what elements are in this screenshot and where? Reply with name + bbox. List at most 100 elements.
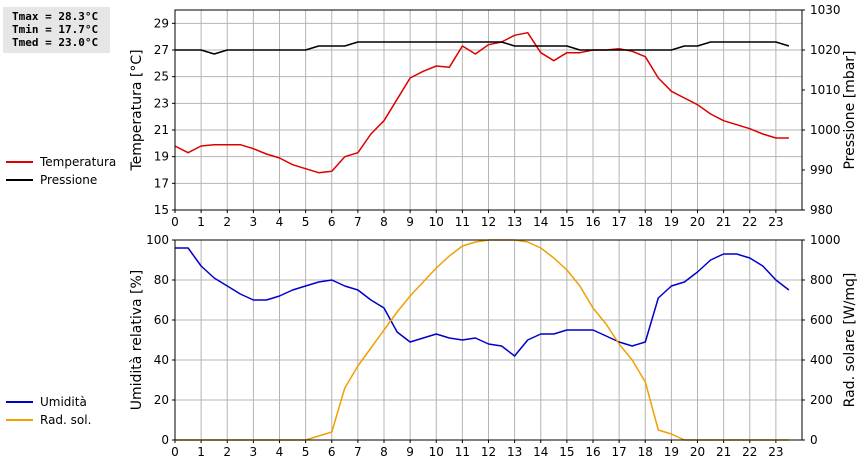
- x-tick-label: 9: [406, 215, 414, 229]
- x-tick-label: 6: [328, 215, 336, 229]
- y-right-axis-title: Rad. solare [W/mq]: [842, 273, 858, 408]
- legend-swatch-humidity: [6, 401, 33, 403]
- series-line-pressione: [175, 41, 790, 55]
- legend-item-humidity: Umidità: [6, 393, 91, 411]
- x-tick-label: 23: [768, 215, 783, 229]
- legend-label-temperature: Temperatura: [40, 155, 117, 169]
- y-left-tick-label: 27: [154, 43, 169, 57]
- y-left-axis-title: Temperatura [°C]: [129, 49, 145, 171]
- x-tick-label: 12: [481, 445, 496, 459]
- x-tick-label: 13: [507, 445, 522, 459]
- x-tick-label: 3: [250, 215, 258, 229]
- legend-label-humidity: Umidità: [40, 395, 87, 409]
- plot-frame: [174, 9, 803, 211]
- y-left-tick-label: 23: [154, 96, 169, 110]
- x-tick-label: 20: [690, 215, 705, 229]
- x-tick-label: 15: [559, 445, 574, 459]
- y-left-tick-label: 100: [146, 233, 169, 247]
- x-tick-label: 1: [197, 215, 205, 229]
- legend-item-temperature: Temperatura: [6, 153, 116, 171]
- chart-panel-1: 0 1 2 3 4 5 6 7 8 9 10 11 12 13 14 15 16 17 18 19 20 21 22 2315…: [129, 3, 858, 229]
- y-right-tick-label: 400: [810, 353, 833, 367]
- series-line-umidit-: [175, 247, 790, 357]
- x-tick-label: 4: [276, 445, 284, 459]
- y-right-tick-label: 980: [810, 203, 833, 217]
- y-right-tick-label: 1020: [810, 43, 841, 57]
- x-tick-label: 8: [380, 445, 388, 459]
- y-left-tick-label: 60: [154, 313, 169, 327]
- stat-tmin: Tmin = 17.7°C: [12, 23, 99, 36]
- y-left-tick-label: 20: [154, 393, 169, 407]
- y-left-tick-label: 17: [154, 176, 169, 190]
- x-tick-label: 21: [716, 215, 731, 229]
- x-tick-label: 2: [223, 215, 231, 229]
- legend-label-pressure: Pressione: [40, 173, 98, 187]
- legend-item-pressure: Pressione: [6, 171, 116, 189]
- y-left-axis-title: Umidità relativa [%]: [129, 270, 145, 411]
- x-tick-label: 16: [585, 445, 600, 459]
- legend-swatch-pressure: [6, 179, 33, 181]
- y-left-tick-label: 0: [161, 433, 169, 447]
- x-tick-label: 12: [481, 215, 496, 229]
- x-tick-label: 9: [406, 445, 414, 459]
- x-tick-label: 22: [742, 445, 757, 459]
- x-tick-label: 8: [380, 215, 388, 229]
- x-tick-label: 6: [328, 445, 336, 459]
- x-tick-label: 21: [716, 445, 731, 459]
- legend-top: Temperatura Pressione: [6, 153, 116, 189]
- legend-swatch-solar-radiation: [6, 419, 33, 421]
- legend-bottom: Umidità Rad. sol.: [6, 393, 91, 429]
- y-right-tick-label: 1010: [810, 83, 841, 97]
- x-tick-label: 10: [429, 215, 444, 229]
- x-tick-label: 17: [611, 445, 626, 459]
- x-tick-label: 7: [354, 215, 362, 229]
- y-left-tick-label: 29: [154, 16, 169, 30]
- y-left-tick-label: 80: [154, 273, 169, 287]
- x-tick-label: 13: [507, 215, 522, 229]
- y-left-tick-label: 21: [154, 123, 169, 137]
- legend-label-solar-radiation: Rad. sol.: [40, 413, 92, 427]
- x-tick-label: 14: [533, 445, 548, 459]
- x-tick-label: 11: [455, 215, 470, 229]
- y-right-axis-title: Pressione [mbar]: [842, 50, 858, 169]
- x-tick-label: 15: [559, 215, 574, 229]
- x-tick-label: 22: [742, 215, 757, 229]
- x-tick-label: 16: [585, 215, 600, 229]
- x-tick-label: 7: [354, 445, 362, 459]
- y-right-tick-label: 1030: [810, 3, 841, 17]
- chart-panel-2: 0 1 2 3 4 5 6 7 8 9 10 11 12 13 14 15 16 17 18 19 20 21 22 2302…: [129, 233, 858, 459]
- x-tick-label: 23: [768, 445, 783, 459]
- x-tick-label: 0: [171, 215, 179, 229]
- x-tick-label: 18: [638, 445, 653, 459]
- plot-frame: [174, 239, 803, 441]
- y-left-tick-label: 15: [154, 203, 169, 217]
- y-right-tick-label: 200: [810, 393, 833, 407]
- y-left-tick-label: 19: [154, 150, 169, 164]
- x-tick-label: 4: [276, 215, 284, 229]
- x-tick-label: 10: [429, 445, 444, 459]
- stat-tmed: Tmed = 23.0°C: [12, 36, 99, 49]
- x-tick-label: 14: [533, 215, 548, 229]
- y-left-tick-label: 25: [154, 70, 169, 84]
- x-tick-label: 20: [690, 445, 705, 459]
- y-right-tick-label: 800: [810, 273, 833, 287]
- x-tick-label: 18: [638, 215, 653, 229]
- legend-item-solar-radiation: Rad. sol.: [6, 411, 91, 429]
- y-right-tick-label: 990: [810, 163, 833, 177]
- y-right-tick-label: 1000: [810, 233, 841, 247]
- x-tick-label: 17: [611, 215, 626, 229]
- y-right-tick-label: 1000: [810, 123, 841, 137]
- y-left-tick-label: 40: [154, 353, 169, 367]
- x-tick-label: 5: [302, 445, 310, 459]
- x-tick-label: 19: [664, 215, 679, 229]
- legend-swatch-temperature: [6, 161, 33, 163]
- x-tick-label: 3: [250, 445, 258, 459]
- y-right-tick-label: 600: [810, 313, 833, 327]
- x-tick-label: 0: [171, 445, 179, 459]
- x-tick-label: 5: [302, 215, 310, 229]
- y-right-tick-label: 0: [810, 433, 818, 447]
- stat-tmax: Tmax = 28.3°C: [12, 10, 99, 23]
- x-tick-label: 11: [455, 445, 470, 459]
- x-tick-label: 2: [223, 445, 231, 459]
